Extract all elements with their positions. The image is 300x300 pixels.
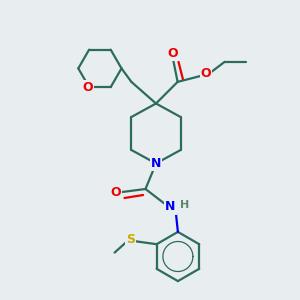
Text: O: O xyxy=(82,81,93,94)
Text: H: H xyxy=(180,200,189,211)
Text: O: O xyxy=(168,47,178,60)
Text: O: O xyxy=(111,185,122,199)
Text: O: O xyxy=(201,67,212,80)
Text: S: S xyxy=(126,233,135,246)
Text: N: N xyxy=(165,200,176,214)
Text: N: N xyxy=(151,157,161,170)
